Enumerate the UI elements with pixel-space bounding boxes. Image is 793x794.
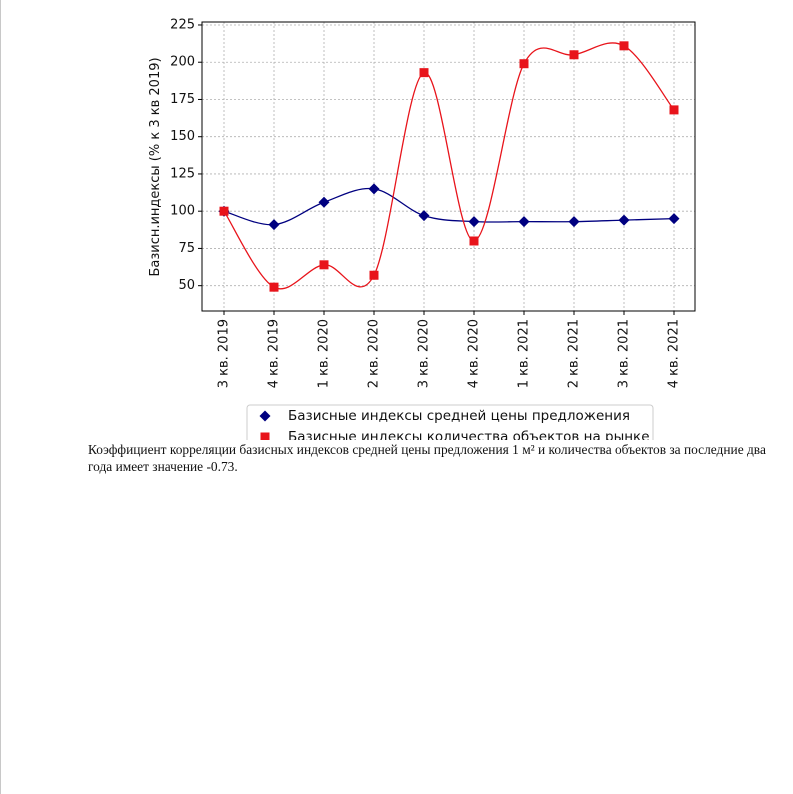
plot-frame (201, 21, 696, 312)
y-tick-label: 75 (178, 241, 195, 256)
series-1-point (268, 219, 280, 231)
series-2-point (319, 260, 329, 270)
y-tick-label: 175 (170, 92, 195, 107)
series-2-point (419, 68, 429, 78)
series-2-point (669, 105, 679, 115)
y-tick-label: 50 (178, 278, 195, 293)
series-markers (218, 41, 680, 292)
legend-label-2: Базисные индексы количества объектов на … (288, 429, 650, 440)
x-tick-label: 4 кв. 2021 (667, 319, 682, 388)
y-tick-label: 125 (170, 166, 195, 181)
axes: 3 кв. 2019 4 кв. 2019 1 кв. 2020 2 кв. 2020… (170, 17, 681, 388)
x-tick-label: 4 кв. 2019 (267, 319, 282, 388)
legend: Базисные индексы средней цены предложени… (246, 404, 654, 440)
x-tick-label: 3 кв. 2021 (617, 319, 632, 388)
series-line-2 (223, 42, 675, 290)
series-2-point (219, 206, 229, 216)
series-2-point (519, 59, 529, 69)
series-1-point (518, 216, 530, 228)
series-2-point (369, 270, 379, 280)
y-tick-label: 225 (170, 17, 195, 32)
series-2-point (569, 50, 579, 60)
x-tick-label: 3 кв. 2019 (217, 319, 232, 388)
y-tick-label: 100 (170, 204, 195, 219)
x-tick-label: 1 кв. 2021 (517, 319, 532, 388)
grid (202, 22, 695, 311)
x-tick-label: 2 кв. 2020 (367, 319, 382, 388)
y-axis-label: Базисн.индексы (% к 3 кв 2019) (148, 57, 163, 276)
series-1-point (668, 213, 680, 225)
series-2-point (269, 282, 279, 292)
legend-label-1: Базисные индексы средней цены предложени… (288, 408, 630, 424)
chart: 3 кв. 2019 4 кв. 2019 1 кв. 2020 2 кв. 2020… (148, 17, 696, 440)
x-tick-label: 3 кв. 2020 (417, 319, 432, 388)
series-1-point (418, 210, 430, 222)
series-1-point (318, 196, 330, 208)
legend-marker-1 (259, 410, 271, 422)
legend-marker-2 (260, 432, 270, 440)
x-tick-label: 4 кв. 2020 (467, 319, 482, 388)
page-left-border (0, 0, 1, 794)
x-tick-label: 2 кв. 2021 (567, 319, 582, 388)
series-1-point (568, 216, 580, 228)
correlation-paragraph: Коэффициент корреляции базисных индексов… (88, 442, 766, 474)
series-line-1 (223, 187, 675, 226)
series-1-point (618, 214, 630, 226)
document-body: Коэффициент корреляции базисных индексов… (88, 441, 768, 475)
legend-box (246, 404, 654, 440)
x-tick-label: 1 кв. 2020 (317, 319, 332, 388)
series-2-point (469, 236, 479, 246)
series-2-point (619, 41, 629, 51)
y-tick-label: 150 (170, 129, 195, 144)
series-1-point (468, 216, 480, 228)
y-tick-label: 200 (170, 55, 195, 70)
series-1-point (368, 183, 380, 195)
series-lines (223, 42, 675, 290)
